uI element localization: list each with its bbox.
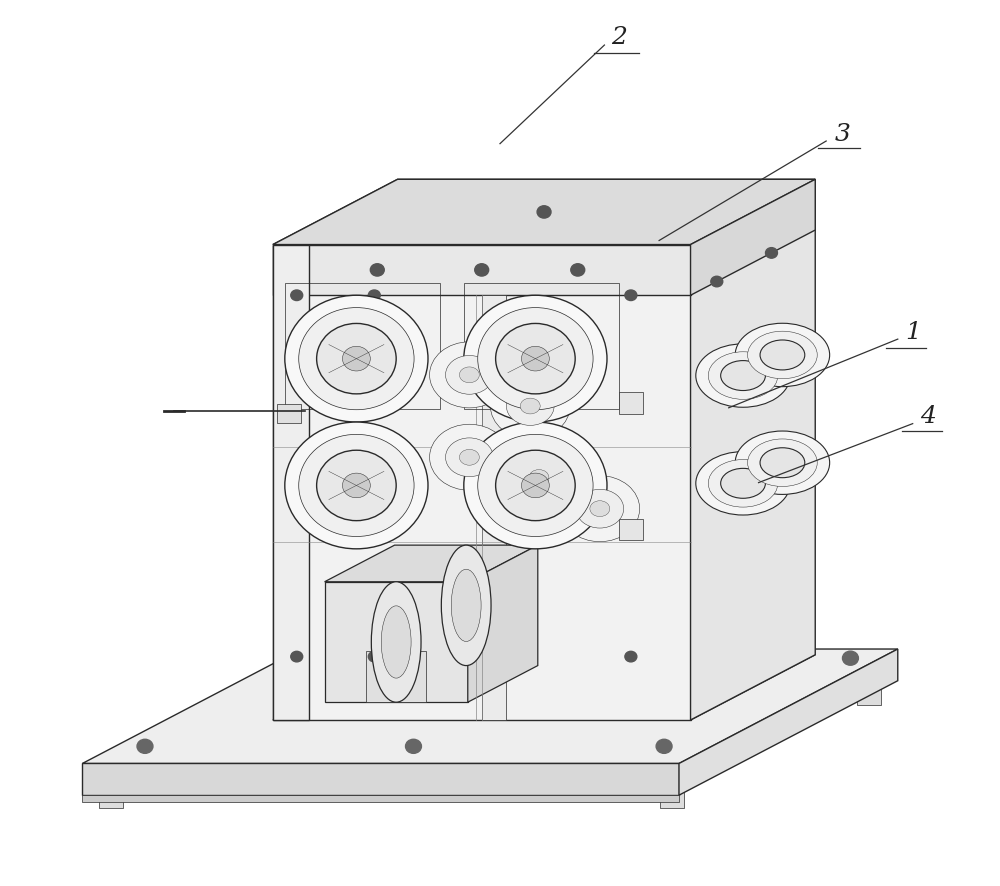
Circle shape xyxy=(342,473,370,498)
Circle shape xyxy=(317,450,396,521)
Polygon shape xyxy=(366,651,426,703)
Circle shape xyxy=(766,247,777,258)
Circle shape xyxy=(291,651,303,662)
Bar xyxy=(464,283,619,409)
Circle shape xyxy=(766,450,777,461)
Polygon shape xyxy=(82,795,679,802)
Circle shape xyxy=(521,473,549,498)
Ellipse shape xyxy=(430,424,509,490)
Ellipse shape xyxy=(590,501,610,517)
Ellipse shape xyxy=(560,476,640,541)
Ellipse shape xyxy=(446,438,493,477)
Polygon shape xyxy=(82,649,898,764)
Polygon shape xyxy=(82,764,679,795)
Circle shape xyxy=(370,264,384,276)
Circle shape xyxy=(478,434,593,537)
Circle shape xyxy=(478,307,593,409)
Circle shape xyxy=(406,739,421,753)
Ellipse shape xyxy=(708,460,778,507)
Ellipse shape xyxy=(459,367,479,383)
Ellipse shape xyxy=(451,569,481,641)
Circle shape xyxy=(711,276,723,287)
Circle shape xyxy=(137,739,153,753)
Polygon shape xyxy=(691,179,815,720)
Ellipse shape xyxy=(441,545,491,665)
Polygon shape xyxy=(691,179,815,295)
Circle shape xyxy=(571,264,585,276)
Ellipse shape xyxy=(520,398,540,414)
Ellipse shape xyxy=(515,458,563,497)
Ellipse shape xyxy=(748,439,817,486)
Polygon shape xyxy=(482,295,506,720)
Polygon shape xyxy=(468,545,538,703)
Circle shape xyxy=(342,346,370,371)
Polygon shape xyxy=(99,789,123,808)
Circle shape xyxy=(299,307,414,409)
Circle shape xyxy=(368,651,380,662)
Polygon shape xyxy=(325,545,538,582)
Circle shape xyxy=(537,206,551,218)
Circle shape xyxy=(496,323,575,394)
Ellipse shape xyxy=(696,344,790,408)
Polygon shape xyxy=(277,404,301,423)
Circle shape xyxy=(475,264,489,276)
Ellipse shape xyxy=(735,431,830,494)
Ellipse shape xyxy=(576,489,624,528)
Bar xyxy=(285,283,440,409)
Circle shape xyxy=(496,450,575,521)
Circle shape xyxy=(464,295,607,422)
Text: 1: 1 xyxy=(905,322,921,345)
Ellipse shape xyxy=(459,449,479,465)
Ellipse shape xyxy=(430,342,509,408)
Text: 4: 4 xyxy=(920,405,936,428)
Polygon shape xyxy=(273,245,309,720)
Ellipse shape xyxy=(696,452,790,515)
Ellipse shape xyxy=(721,361,765,391)
Circle shape xyxy=(842,651,858,665)
Ellipse shape xyxy=(529,470,549,486)
Ellipse shape xyxy=(760,447,805,478)
Circle shape xyxy=(291,290,303,300)
Ellipse shape xyxy=(446,355,493,394)
Ellipse shape xyxy=(490,373,570,439)
Polygon shape xyxy=(273,179,815,245)
Polygon shape xyxy=(273,655,815,720)
Ellipse shape xyxy=(506,386,554,425)
Circle shape xyxy=(333,699,349,713)
Ellipse shape xyxy=(735,323,830,386)
Polygon shape xyxy=(325,582,468,703)
Ellipse shape xyxy=(371,582,421,703)
Circle shape xyxy=(285,295,428,422)
Polygon shape xyxy=(273,245,691,720)
Ellipse shape xyxy=(760,340,805,370)
Ellipse shape xyxy=(748,331,817,378)
Polygon shape xyxy=(296,687,320,705)
Polygon shape xyxy=(857,687,881,705)
Circle shape xyxy=(464,422,607,548)
Polygon shape xyxy=(273,245,691,295)
Circle shape xyxy=(574,651,590,665)
Polygon shape xyxy=(679,649,898,795)
Bar xyxy=(619,519,643,540)
Text: 3: 3 xyxy=(835,123,851,146)
Polygon shape xyxy=(273,179,815,245)
Circle shape xyxy=(711,479,723,490)
Text: 2: 2 xyxy=(611,27,627,50)
Ellipse shape xyxy=(499,445,579,510)
Circle shape xyxy=(285,422,428,548)
Circle shape xyxy=(305,651,321,665)
Ellipse shape xyxy=(708,352,778,400)
Circle shape xyxy=(625,651,637,662)
Ellipse shape xyxy=(381,606,411,678)
Bar xyxy=(619,392,643,414)
Circle shape xyxy=(625,290,637,300)
Polygon shape xyxy=(660,789,684,808)
Ellipse shape xyxy=(721,469,765,498)
Circle shape xyxy=(299,434,414,537)
Circle shape xyxy=(368,290,380,300)
Circle shape xyxy=(656,739,672,753)
Circle shape xyxy=(317,323,396,394)
Circle shape xyxy=(521,346,549,371)
